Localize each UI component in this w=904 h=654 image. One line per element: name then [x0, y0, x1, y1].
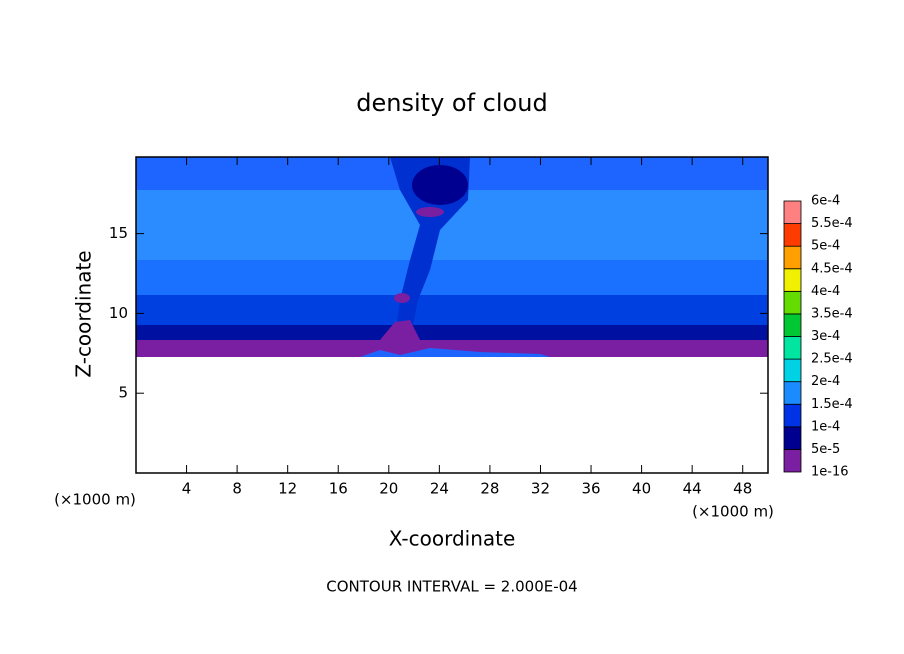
y-tick-label: 5 [118, 384, 128, 402]
colorbar-band [783, 449, 802, 473]
colorbar-band [783, 313, 802, 337]
colorbar-label: 5e-4 [811, 239, 840, 254]
colorbar-label: 5e-5 [811, 442, 840, 457]
y-axis-label: Z-coordinate [72, 250, 96, 377]
plot-frame [135, 156, 769, 474]
colorbar-label: 1e-4 [811, 419, 840, 434]
colorbar-label: 2.5e-4 [811, 352, 853, 367]
x-unit: (×1000 m) [692, 503, 774, 521]
colorbar-label: 4.5e-4 [811, 261, 853, 276]
x-tick-label: 8 [232, 480, 242, 498]
x-tick-label: 28 [480, 480, 499, 498]
colorbar-label: 6e-4 [811, 194, 840, 209]
colorbar-band [783, 381, 802, 405]
colorbar-band [783, 268, 802, 292]
colorbar-label: 4e-4 [811, 284, 840, 299]
x-tick-label: 20 [379, 480, 398, 498]
x-axis-label: X-coordinate [389, 527, 516, 551]
y-tick-label: 15 [109, 224, 128, 242]
x-tick-label: 44 [683, 480, 702, 498]
colorbar-label: 2e-4 [811, 374, 840, 389]
colorbar-band [783, 358, 802, 383]
colorbar-band [783, 290, 802, 315]
colorbar-label: 3.5e-4 [811, 306, 853, 321]
chart-title: density of cloud [356, 89, 547, 117]
colorbar-band [783, 245, 802, 270]
x-tick-label: 32 [531, 480, 550, 498]
colorbar-label: 3e-4 [811, 329, 840, 344]
colorbar-band [783, 336, 802, 360]
x-tick-label: 48 [733, 480, 752, 498]
colorbar-label: 1e-16 [811, 465, 849, 480]
colorbar-label: 5.5e-4 [811, 216, 853, 231]
contour-field [136, 157, 768, 473]
y-tick-label: 10 [109, 304, 128, 322]
x-tick-label: 4 [182, 480, 192, 498]
colorbar-band [783, 200, 802, 224]
x-tick-label: 36 [581, 480, 600, 498]
annotation: CONTOUR INTERVAL = 2.000E-04 [326, 578, 577, 596]
colorbar-band [783, 403, 802, 428]
x-tick-label: 16 [329, 480, 348, 498]
x-unit: (×1000 m) [54, 491, 136, 509]
colorbar-label: 1.5e-4 [811, 397, 853, 412]
colorbar-band [783, 426, 802, 450]
x-tick-label: 40 [632, 480, 651, 498]
colorbar-band [783, 223, 802, 247]
x-tick-label: 24 [430, 480, 449, 498]
x-tick-label: 12 [278, 480, 297, 498]
